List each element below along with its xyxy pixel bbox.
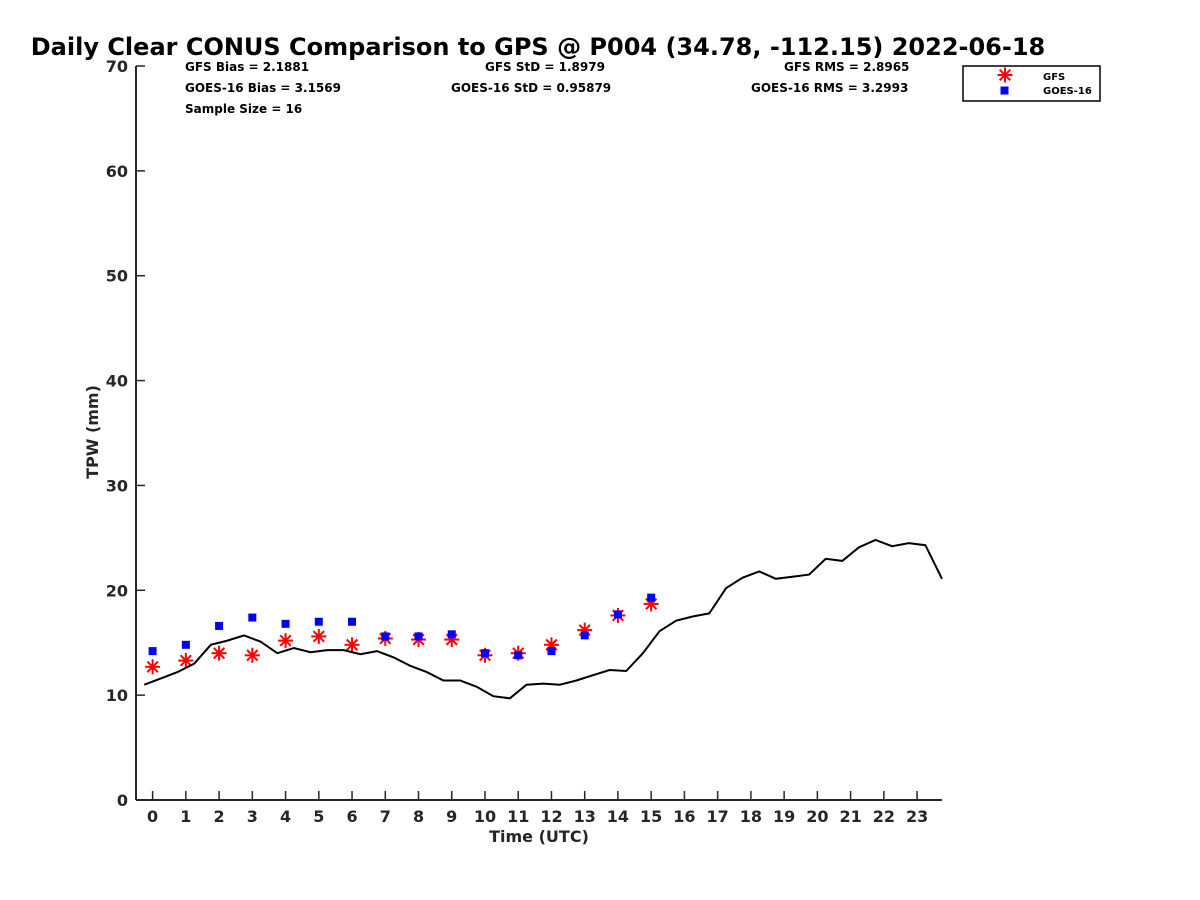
x-tick-label: 20	[806, 807, 828, 826]
x-tick-label: 1	[180, 807, 191, 826]
x-tick-label: 23	[906, 807, 928, 826]
x-tick-label: 19	[773, 807, 795, 826]
goes-16-point	[514, 651, 523, 660]
goes-16-point	[647, 593, 656, 602]
y-tick-label: 70	[106, 57, 128, 76]
legend-box	[962, 65, 1101, 102]
goes-16-point	[314, 617, 323, 626]
gps-line	[143, 538, 943, 700]
x-tick-label: 17	[707, 807, 729, 826]
stats-block: GFS Bias = 2.1881 GOES-16 Bias = 3.1569 …	[185, 60, 909, 116]
legend-gfs-label: GFS	[1043, 72, 1065, 83]
goes-16-point	[381, 632, 390, 641]
goes-16-point	[148, 647, 157, 656]
x-tick-label: 10	[474, 807, 496, 826]
x-tick-label: 2	[214, 807, 225, 826]
gfs-point	[278, 633, 294, 649]
x-tick-label: 0	[147, 807, 158, 826]
y-tick-label: 60	[106, 162, 128, 181]
legend-gfs-asterisk	[997, 67, 1013, 83]
x-tick-label: 16	[673, 807, 695, 826]
goes-16-point	[181, 640, 190, 649]
gfs-point	[344, 637, 360, 653]
x-tick-label: 8	[413, 807, 424, 826]
goes-16-point	[447, 630, 456, 639]
x-axis-label: Time (UTC)	[489, 827, 589, 846]
y-tick-label: 50	[106, 267, 128, 286]
goes-16-point	[580, 631, 589, 640]
legend: GFS GOES-16	[962, 65, 1101, 102]
y-tick-label: 30	[106, 476, 128, 495]
x-tick-label: 9	[446, 807, 457, 826]
gfs-point	[211, 645, 227, 661]
gfs-rms-label: GFS RMS = 2.8965	[784, 60, 909, 74]
x-tick-label: 14	[607, 807, 629, 826]
x-tick-label: 4	[280, 807, 291, 826]
x-tick-label: 22	[873, 807, 895, 826]
x-tick-label: 7	[380, 807, 391, 826]
y-tick-label: 10	[106, 686, 128, 705]
chart-title: Daily Clear CONUS Comparison to GPS @ P0…	[31, 33, 1045, 61]
x-tick-label: 13	[574, 807, 596, 826]
x-tick-label: 12	[540, 807, 562, 826]
gfs-point	[178, 653, 194, 669]
gfs-bias-label: GFS Bias = 2.1881	[185, 60, 309, 74]
goes-bias-label: GOES-16 Bias = 3.1569	[185, 81, 341, 95]
goes-16-point	[414, 632, 423, 641]
legend-goes-label: GOES-16	[1043, 86, 1092, 97]
x-tick-label: 21	[839, 807, 861, 826]
gfs-point	[145, 659, 161, 675]
y-axis-label: TPW (mm)	[83, 385, 102, 479]
goes-16-point	[348, 617, 357, 626]
x-tick-label: 6	[346, 807, 357, 826]
goes-16-point	[480, 649, 489, 658]
goes-16-point	[547, 647, 556, 656]
x-tick-label: 3	[247, 807, 258, 826]
y-tick-label: 0	[117, 791, 128, 810]
goes-16-point	[215, 621, 224, 630]
goes-16-point	[281, 619, 290, 628]
x-tick-label: 18	[740, 807, 762, 826]
gfs-std-label: GFS StD = 1.8979	[485, 60, 605, 74]
sample-size-label: Sample Size = 16	[185, 102, 302, 116]
goes-16-point	[613, 610, 622, 619]
gfs-point	[244, 647, 260, 663]
data-marks	[143, 538, 943, 700]
goes-16-point	[248, 613, 257, 622]
goes-rms-label: GOES-16 RMS = 3.2993	[751, 81, 908, 95]
legend-goes-marker	[1000, 86, 1009, 95]
x-tick-label: 15	[640, 807, 662, 826]
y-tick-label: 20	[106, 581, 128, 600]
gfs-point	[311, 628, 327, 644]
goes-std-label: GOES-16 StD = 0.95879	[451, 81, 611, 95]
legend-gfs-marker	[997, 67, 1013, 83]
x-tick-label: 11	[507, 807, 529, 826]
y-tick-label: 40	[106, 372, 128, 391]
x-tick-label: 5	[313, 807, 324, 826]
